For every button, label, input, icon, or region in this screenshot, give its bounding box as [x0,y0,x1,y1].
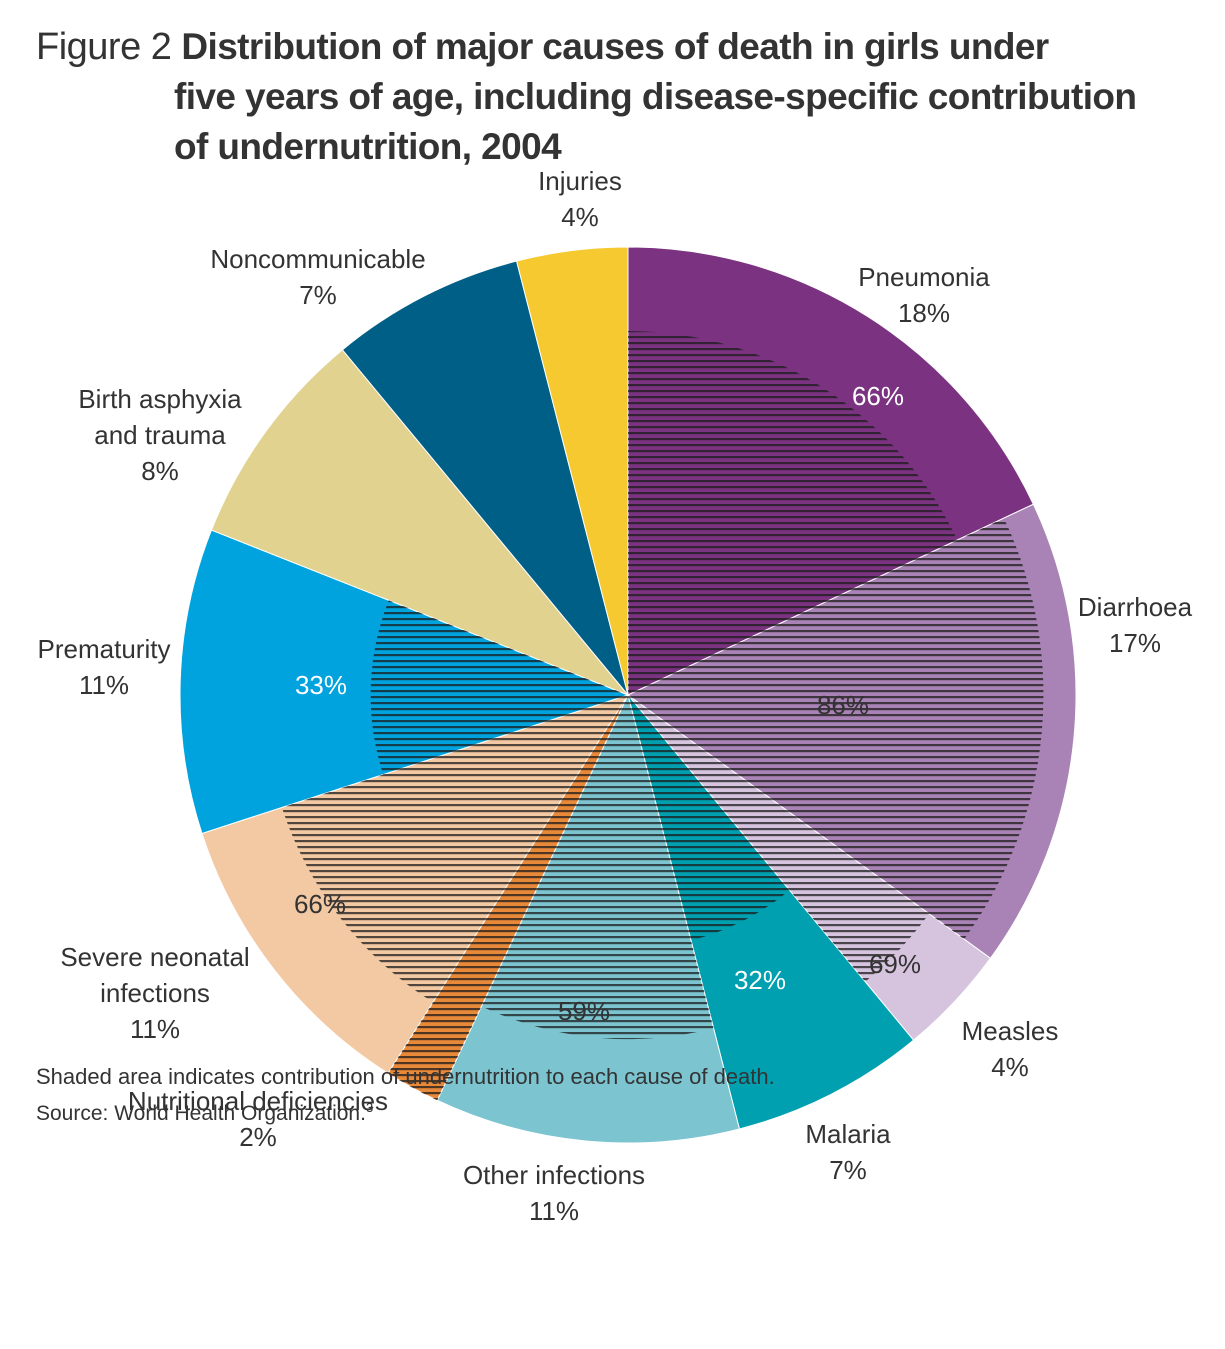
undernutrition-shade-malaria [628,695,790,941]
slice-name-diarrhoea: Diarrhoea [1078,592,1193,622]
chart-title: Figure 2 Distribution of major causes of… [36,22,1196,172]
slice-name-line-severe-neonatal-infections: Severe neonatal [60,942,249,972]
figure-label: Figure 2 [36,26,172,68]
slice-label-malaria: Malaria 7% [805,1119,891,1185]
slice-name-injuries: Injuries [538,166,622,196]
slice-name-malaria: Malaria [805,1119,891,1149]
slice-value-severe-neonatal-infections: 11% [130,1014,180,1044]
slice-label-pneumonia: Pneumonia 18% [858,262,990,328]
source-reference: 3 [365,1100,374,1115]
undernutrition-label-measles: 69% [869,949,921,979]
slice-value-birth-asphyxia-and-trauma: 8% [141,456,179,486]
undernutrition-label-prematurity: 33% [295,670,347,700]
undernutrition-shade-diarrhoea [628,518,1044,940]
footnote: Shaded area indicates contribution of un… [36,1064,775,1089]
title-line-2: five years of age, including disease-spe… [174,76,1137,117]
undernutrition-label-other-infections: 59% [558,996,610,1026]
undernutrition-shade-nutritional-deficiencies [387,695,628,1101]
undernutrition-label-severe-neonatal-infections: 66% [294,889,346,919]
title-line-3: of undernutrition, 2004 [174,126,562,167]
slice-value-prematurity: 11% [79,670,129,700]
slice-label-diarrhoea: Diarrhoea 17% [1078,592,1193,658]
source-line: Source: World Health Organization.3 [36,1100,373,1126]
slice-value-injuries: 4% [561,202,599,232]
undernutrition-shade-severe-neonatal-infections [281,695,628,1003]
undernutrition-shade-measles [628,695,930,982]
slice-label-severe-neonatal-infections: Severe neonatal infections 11% [60,942,249,1044]
slice-label-prematurity: Prematurity 11% [38,634,171,700]
slice-name-line-birth-asphyxia-and-trauma: and trauma [94,420,226,450]
slice-name-prematurity: Prematurity [38,634,171,664]
slice-name-measles: Measles [962,1016,1059,1046]
slice-value-pneumonia: 18% [898,298,950,328]
slice-value-measles: 4% [991,1052,1029,1082]
undernutrition-label-diarrhoea: 86% [817,690,869,720]
title-line-1: Distribution of major causes of death in… [181,26,1049,67]
slice-birth-asphyxia-and-trauma [210,349,629,696]
slice-label-nutritional-deficiencies: Nutritional deficiencies 2% [128,1086,388,1152]
slice-label-noncommunicable: Noncommunicable 7% [210,244,425,310]
slice-value-other-infections: 11% [529,1196,579,1226]
undernutrition-shade-prematurity [370,600,628,775]
slice-injuries [515,246,629,696]
slice-value-diarrhoea: 17% [1109,628,1161,658]
slice-name-pneumonia: Pneumonia [858,262,990,292]
slice-name-other-infections: Other infections [463,1160,645,1190]
slice-name-line-birth-asphyxia-and-trauma: Birth asphyxia [78,384,242,414]
slice-label-injuries: Injuries 4% [538,166,622,232]
slice-label-birth-asphyxia-and-trauma: Birth asphyxia and trauma 8% [78,384,242,486]
undernutrition-label-pneumonia: 66% [852,381,904,411]
slice-name-line-severe-neonatal-infections: infections [100,978,210,1008]
slice-name-nutritional-deficiencies: Nutritional deficiencies [128,1086,388,1116]
slice-value-nutritional-deficiencies: 2% [239,1122,277,1152]
undernutrition-label-malaria: 32% [734,965,786,995]
slice-label-other-infections: Other infections 11% [463,1160,645,1226]
slice-label-measles: Measles 4% [962,1016,1059,1082]
slice-name-noncommunicable: Noncommunicable [210,244,425,274]
slice-value-malaria: 7% [829,1155,867,1185]
slice-value-noncommunicable: 7% [299,280,337,310]
undernutrition-shade-pneumonia [628,331,958,695]
source-text: Source: World Health Organization. [36,1102,366,1125]
slice-noncommunicable [341,260,629,696]
undernutrition-shade-other-infections [481,695,714,1040]
